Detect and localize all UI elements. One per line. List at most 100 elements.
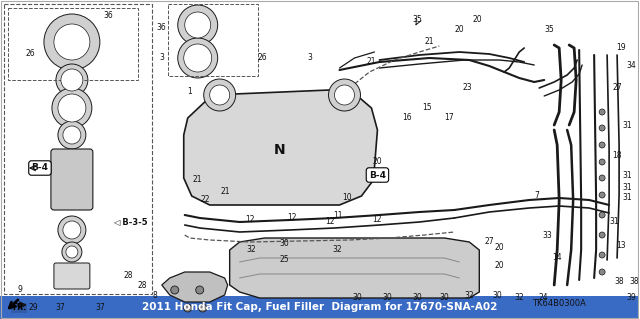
Circle shape bbox=[599, 142, 605, 148]
Circle shape bbox=[335, 85, 355, 105]
Text: 12: 12 bbox=[324, 218, 334, 226]
Circle shape bbox=[62, 242, 82, 262]
Text: 12: 12 bbox=[287, 213, 296, 222]
Circle shape bbox=[204, 79, 236, 111]
Text: 21: 21 bbox=[367, 57, 376, 66]
Circle shape bbox=[599, 232, 605, 238]
Text: 31: 31 bbox=[609, 218, 619, 226]
Text: 10: 10 bbox=[342, 194, 352, 203]
Text: 15: 15 bbox=[422, 103, 432, 113]
Text: 27: 27 bbox=[484, 238, 494, 247]
Text: ◁ B-3-5: ◁ B-3-5 bbox=[113, 218, 148, 226]
Circle shape bbox=[185, 12, 211, 38]
Text: 38: 38 bbox=[629, 278, 639, 286]
Text: TK64B0300A: TK64B0300A bbox=[532, 299, 586, 308]
Bar bbox=[0, 296, 639, 319]
Circle shape bbox=[184, 304, 192, 312]
Circle shape bbox=[178, 38, 218, 78]
Text: 24: 24 bbox=[538, 293, 548, 302]
Circle shape bbox=[58, 94, 86, 122]
Circle shape bbox=[184, 44, 212, 72]
Text: 23: 23 bbox=[463, 84, 472, 93]
Circle shape bbox=[63, 126, 81, 144]
Text: 20: 20 bbox=[495, 261, 504, 270]
Text: 21: 21 bbox=[193, 175, 202, 184]
Text: 14: 14 bbox=[552, 254, 562, 263]
Text: FR.: FR. bbox=[12, 303, 26, 313]
Circle shape bbox=[599, 125, 605, 131]
Text: 28: 28 bbox=[123, 271, 132, 279]
Text: 22: 22 bbox=[201, 196, 211, 204]
Circle shape bbox=[58, 216, 86, 244]
Text: 35: 35 bbox=[413, 16, 422, 25]
Text: 32: 32 bbox=[515, 293, 524, 302]
Text: 3: 3 bbox=[159, 54, 164, 63]
Text: 7: 7 bbox=[535, 190, 540, 199]
Text: 20: 20 bbox=[472, 16, 482, 25]
Circle shape bbox=[599, 109, 605, 115]
Text: 27: 27 bbox=[612, 84, 622, 93]
Circle shape bbox=[210, 85, 230, 105]
Text: 20: 20 bbox=[495, 243, 504, 253]
Circle shape bbox=[198, 304, 207, 312]
Text: 38: 38 bbox=[614, 278, 624, 286]
Polygon shape bbox=[184, 90, 378, 205]
Text: N: N bbox=[274, 143, 285, 157]
Circle shape bbox=[52, 88, 92, 128]
Text: 33: 33 bbox=[542, 231, 552, 240]
Text: 26: 26 bbox=[25, 48, 35, 57]
FancyBboxPatch shape bbox=[51, 149, 93, 210]
Circle shape bbox=[58, 121, 86, 149]
Text: 26: 26 bbox=[258, 54, 268, 63]
Text: B-4: B-4 bbox=[31, 164, 49, 173]
Text: 30: 30 bbox=[492, 291, 502, 300]
Text: B-4: B-4 bbox=[369, 170, 386, 180]
Text: 28: 28 bbox=[137, 280, 147, 290]
Text: 31: 31 bbox=[622, 170, 632, 180]
Text: 32: 32 bbox=[465, 291, 474, 300]
Text: 31: 31 bbox=[622, 183, 632, 192]
Text: 21: 21 bbox=[221, 188, 230, 197]
Circle shape bbox=[63, 221, 81, 239]
Text: 34: 34 bbox=[626, 61, 636, 70]
Text: 37: 37 bbox=[55, 302, 65, 311]
Circle shape bbox=[196, 286, 204, 294]
Text: 32: 32 bbox=[247, 246, 257, 255]
Text: 21: 21 bbox=[424, 38, 434, 47]
Circle shape bbox=[328, 79, 360, 111]
Circle shape bbox=[66, 246, 78, 258]
Text: 13: 13 bbox=[616, 241, 626, 249]
Text: 36: 36 bbox=[157, 24, 166, 33]
Circle shape bbox=[56, 64, 88, 96]
Text: 29: 29 bbox=[28, 303, 38, 313]
Text: 18: 18 bbox=[612, 151, 622, 160]
Text: 11: 11 bbox=[333, 211, 342, 219]
Text: 30: 30 bbox=[440, 293, 449, 302]
Text: 2011 Honda Fit Cap, Fuel Filler  Diagram for 17670-SNA-A02: 2011 Honda Fit Cap, Fuel Filler Diagram … bbox=[142, 302, 497, 312]
Text: 17: 17 bbox=[445, 114, 454, 122]
Circle shape bbox=[44, 14, 100, 70]
Text: 12: 12 bbox=[372, 216, 382, 225]
Text: 3: 3 bbox=[307, 54, 312, 63]
Text: 35: 35 bbox=[544, 26, 554, 34]
Circle shape bbox=[599, 192, 605, 198]
Text: 25: 25 bbox=[280, 256, 289, 264]
Text: 12: 12 bbox=[245, 216, 254, 225]
Text: 20: 20 bbox=[454, 26, 464, 34]
Text: 30: 30 bbox=[413, 293, 422, 302]
Circle shape bbox=[178, 5, 218, 45]
Text: 8: 8 bbox=[152, 291, 157, 300]
Text: 19: 19 bbox=[616, 43, 626, 53]
Circle shape bbox=[599, 175, 605, 181]
Text: 31: 31 bbox=[622, 121, 632, 130]
Text: 20: 20 bbox=[372, 158, 382, 167]
Polygon shape bbox=[162, 272, 228, 302]
Text: 36: 36 bbox=[103, 11, 113, 20]
Text: 16: 16 bbox=[403, 114, 412, 122]
Circle shape bbox=[171, 286, 179, 294]
Text: 30: 30 bbox=[383, 293, 392, 302]
Circle shape bbox=[599, 212, 605, 218]
Circle shape bbox=[599, 159, 605, 165]
Text: 1: 1 bbox=[188, 87, 192, 97]
Circle shape bbox=[54, 24, 90, 60]
